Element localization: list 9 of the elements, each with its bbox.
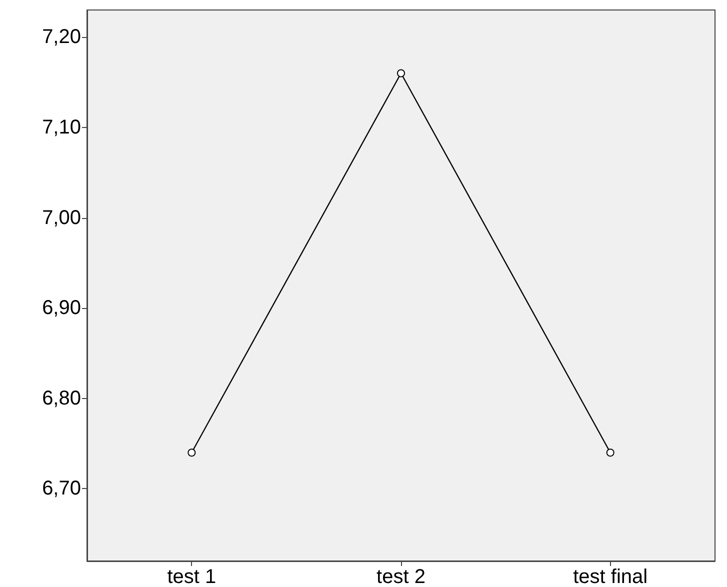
y-tick-label: 7,20 <box>42 26 81 48</box>
y-tick-label: 6,90 <box>42 297 81 320</box>
y-tick-label: 6,80 <box>42 387 81 410</box>
x-tick-label: test 2 <box>376 566 426 587</box>
x-tick-label: test 1 <box>167 566 216 587</box>
y-tick-label: 6,70 <box>42 478 81 500</box>
x-tick-label: test final <box>573 566 648 587</box>
y-tick-label: 7,00 <box>42 206 81 229</box>
y-tick-label: 7,10 <box>42 116 81 138</box>
